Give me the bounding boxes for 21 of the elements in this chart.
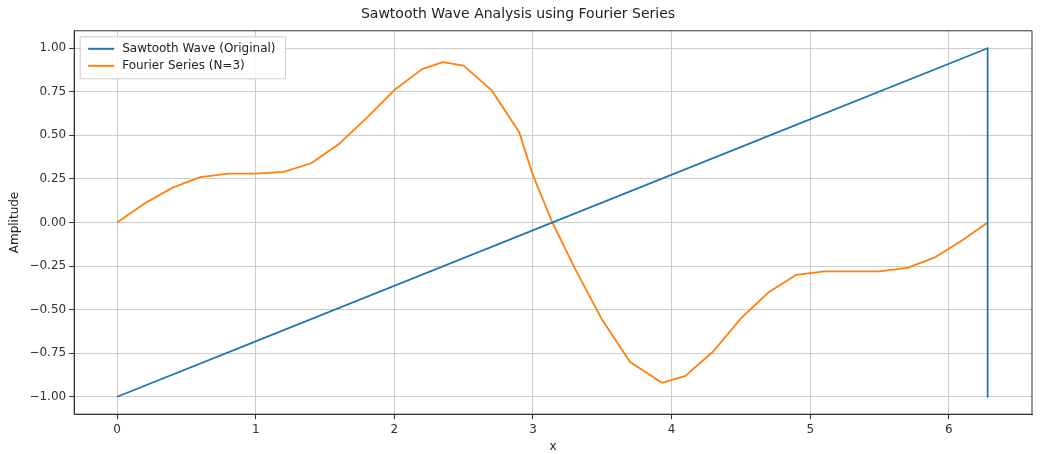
y-tick-label: −0.25 bbox=[29, 258, 67, 273]
y-tick-label: −0.75 bbox=[29, 345, 67, 360]
y-tick-label: 0.75 bbox=[39, 83, 67, 98]
y-tick-label: −1.00 bbox=[29, 388, 67, 403]
y-tick-label: 0.00 bbox=[39, 214, 67, 229]
y-tick-label: −0.50 bbox=[29, 301, 67, 316]
legend-label: Fourier Series (N=3) bbox=[122, 57, 245, 72]
y-tick-label: 0.50 bbox=[39, 127, 67, 142]
x-axis-title: x bbox=[549, 438, 557, 453]
x-tick-label: 1 bbox=[251, 421, 260, 436]
x-tick-label: 3 bbox=[529, 421, 537, 436]
chart-title: Sawtooth Wave Analysis using Fourier Series bbox=[360, 5, 676, 22]
x-tick-label: 2 bbox=[390, 421, 399, 436]
x-tick-label: 4 bbox=[667, 421, 676, 436]
y-tick-label: 0.25 bbox=[39, 171, 67, 186]
x-tick-label: 5 bbox=[806, 421, 815, 436]
y-axis-title: Amplitude bbox=[7, 191, 22, 254]
x-tick-label: 6 bbox=[945, 421, 953, 436]
legend-label: Sawtooth Wave (Original) bbox=[122, 40, 276, 55]
y-tick-label: 1.00 bbox=[39, 40, 67, 55]
x-tick-label: 0 bbox=[113, 421, 121, 436]
